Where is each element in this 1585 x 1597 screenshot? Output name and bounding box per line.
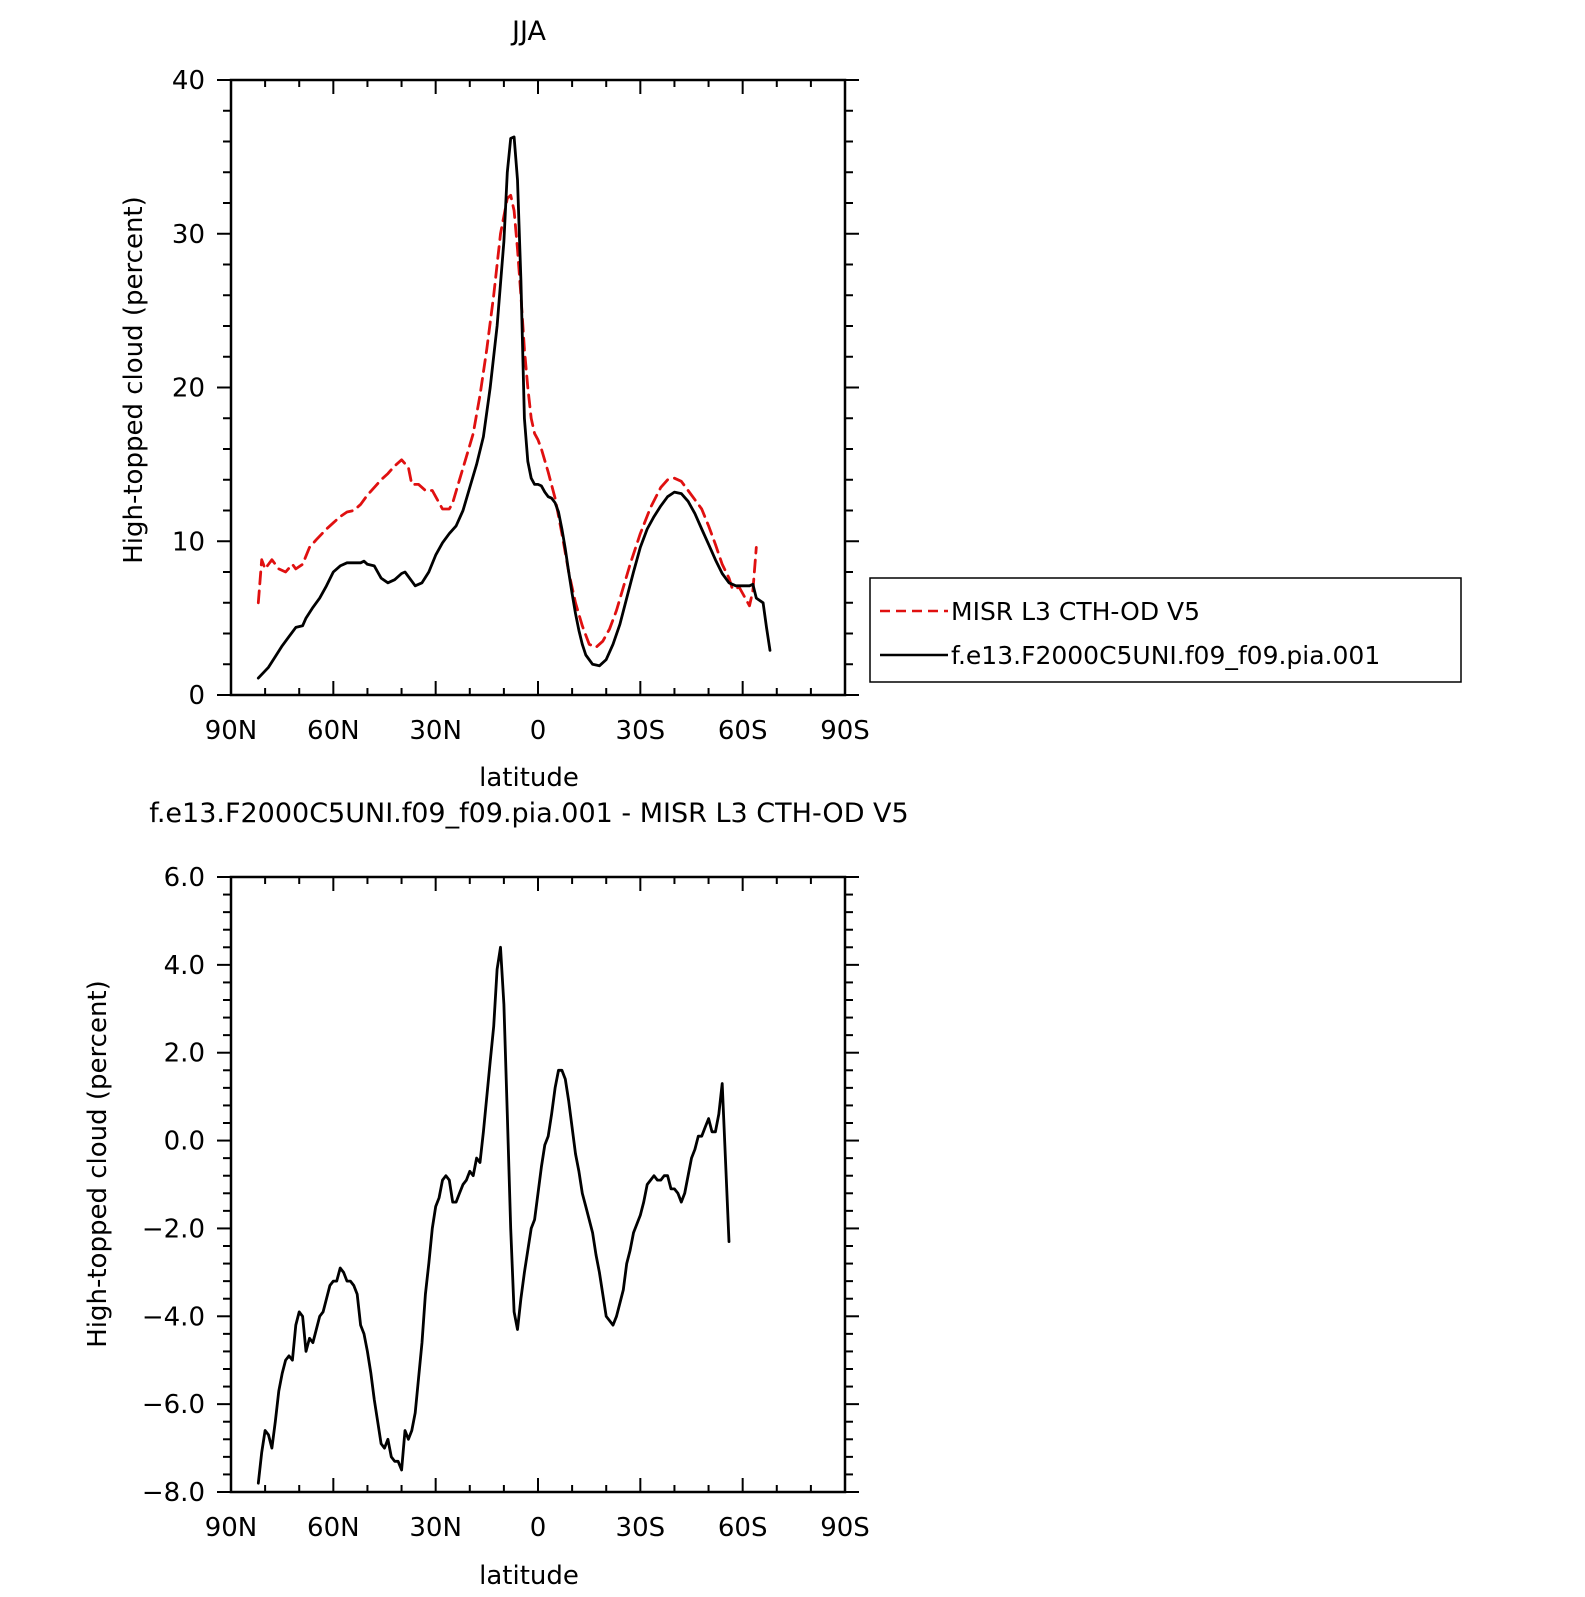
top-y-tick-label: 20 bbox=[172, 374, 205, 404]
top-x-tick-label: 30S bbox=[616, 716, 666, 746]
legend-box bbox=[869, 577, 1462, 683]
legend-label-misr: MISR L3 CTH-OD V5 bbox=[951, 597, 1200, 626]
bottom-x-tick-label: 90S bbox=[820, 1513, 870, 1543]
bottom-y-tick-label: −4.0 bbox=[142, 1302, 205, 1332]
legend: MISR L3 CTH-OD V5 f.e13.F2000C5UNI.f09_f… bbox=[869, 577, 1462, 683]
panel-top: JJA High-topped cloud (percent) latitude… bbox=[119, 16, 870, 793]
top-plot-area: 90N 60N 30N 0 30S 60S 90S 0 10 20 30 40 bbox=[172, 66, 870, 746]
bottom-y-tick-label: −6.0 bbox=[142, 1390, 205, 1420]
bottom-y-tick-label: 0.0 bbox=[164, 1127, 205, 1157]
top-x-tick-label: 90S bbox=[820, 716, 870, 746]
top-y-tick-label: 0 bbox=[188, 681, 205, 711]
top-y-tick-label: 40 bbox=[172, 66, 205, 96]
top-x-tick-label: 30N bbox=[409, 716, 462, 746]
bottom-x-tick-label: 30N bbox=[409, 1513, 462, 1543]
bottom-x-tick-label: 60S bbox=[718, 1513, 768, 1543]
top-x-tick-label: 90N bbox=[205, 716, 258, 746]
bottom-series-line-0 bbox=[256, 945, 731, 1485]
bottom-x-axis-label: latitude bbox=[479, 1561, 579, 1591]
bottom-x-tick-label: 60N bbox=[307, 1513, 360, 1543]
bottom-y-tick-label: 2.0 bbox=[164, 1039, 205, 1069]
bottom-x-tick-label: 90N bbox=[205, 1513, 258, 1543]
top-x-tick-label: 0 bbox=[530, 716, 547, 746]
panel-bottom: f.e13.F2000C5UNI.f09_f09.pia.001 - MISR … bbox=[83, 798, 909, 1591]
bottom-chart-title: f.e13.F2000C5UNI.f09_f09.pia.001 - MISR … bbox=[149, 798, 908, 829]
top-series-line-1 bbox=[256, 135, 772, 680]
legend-label-model: f.e13.F2000C5UNI.f09_f09.pia.001 bbox=[951, 641, 1380, 670]
bottom-x-tick-label: 0 bbox=[530, 1513, 547, 1543]
top-x-tick-label: 60N bbox=[307, 716, 360, 746]
bottom-x-tick-label: 30S bbox=[616, 1513, 666, 1543]
top-y-axis-label: High-topped cloud (percent) bbox=[119, 196, 149, 564]
bottom-y-tick-label: −2.0 bbox=[142, 1214, 205, 1244]
top-x-axis-label: latitude bbox=[479, 763, 579, 793]
bottom-y-tick-label: 6.0 bbox=[164, 863, 205, 893]
top-y-tick-label: 30 bbox=[172, 220, 205, 250]
top-series-line-0 bbox=[256, 193, 758, 649]
bottom-y-tick-label: 4.0 bbox=[164, 951, 205, 981]
top-chart-title: JJA bbox=[510, 16, 546, 47]
bottom-y-tick-label: −8.0 bbox=[142, 1478, 205, 1508]
top-x-tick-label: 60S bbox=[718, 716, 768, 746]
bottom-plot-area: 90N 60N 30N 0 30S 60S 90S −8.0 −6.0 −4.0 −2.0 0.0 2.… bbox=[142, 863, 870, 1543]
top-y-tick-label: 10 bbox=[172, 527, 205, 557]
bottom-y-axis-label: High-topped cloud (percent) bbox=[83, 980, 113, 1348]
top-plot-frame bbox=[229, 78, 847, 697]
